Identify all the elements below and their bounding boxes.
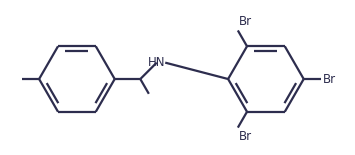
Text: Br: Br (239, 15, 252, 28)
Text: Br: Br (323, 73, 336, 86)
Text: HN: HN (148, 56, 165, 69)
Text: Br: Br (239, 130, 252, 143)
